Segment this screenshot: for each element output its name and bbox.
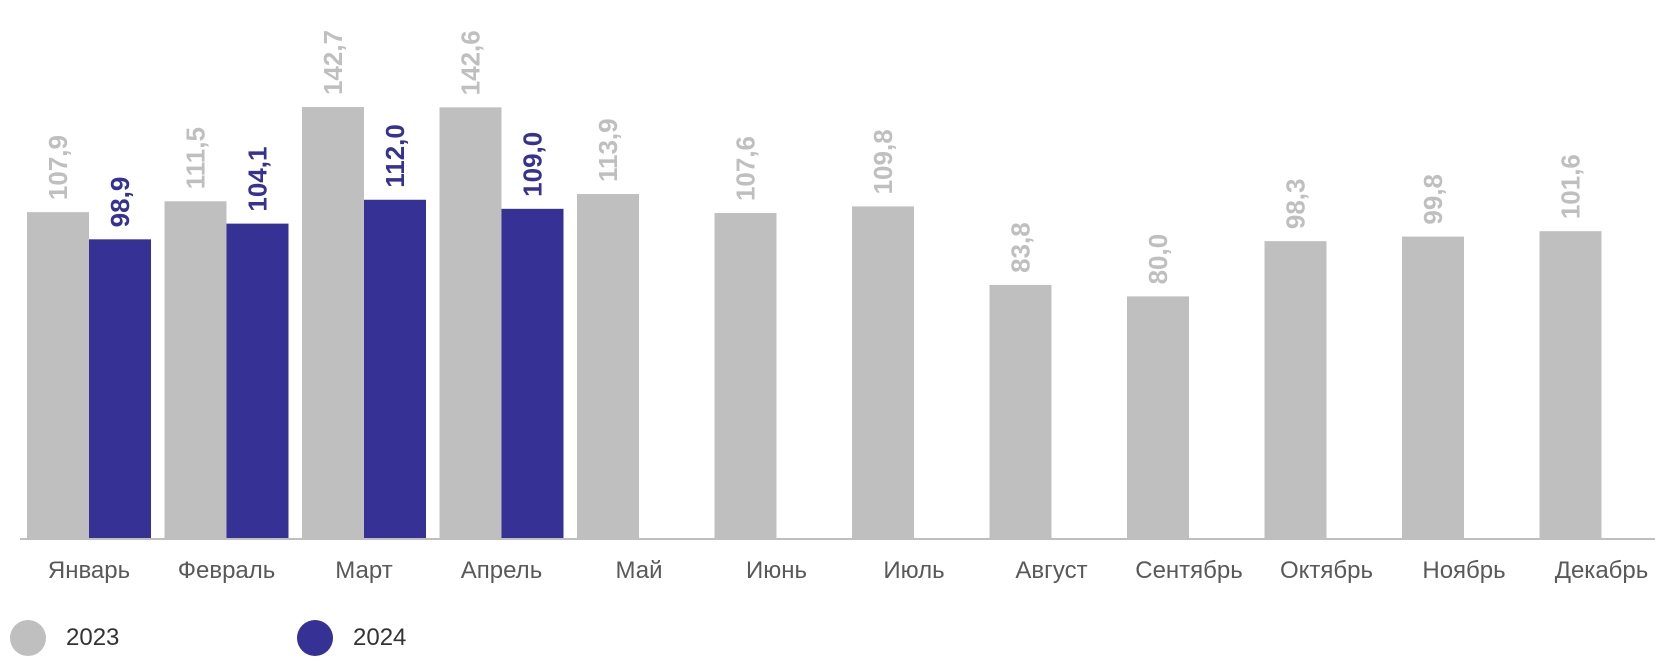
x-tick-label-4: Апрель (461, 557, 542, 584)
bar-2024-1 (89, 239, 151, 538)
data-label-2024-1: 98,9 (105, 177, 135, 228)
data-label-2023-8: 83,8 (1006, 222, 1036, 273)
x-tick-label-11: Ноябрь (1422, 557, 1505, 584)
x-tick-label-9: Сентябрь (1135, 557, 1243, 584)
bar-2023-5 (577, 194, 639, 538)
x-tick-label-1: Январь (48, 557, 130, 584)
bar-2023-11 (1402, 236, 1464, 538)
bar-2023-1 (27, 212, 89, 538)
bar-2024-2 (226, 223, 289, 539)
data-label-2024-2: 104,1 (243, 147, 273, 212)
x-tick-label-10: Октябрь (1280, 557, 1373, 584)
bar-2024-4 (501, 208, 564, 538)
x-tick-label-3: Март (335, 557, 392, 584)
legend-label-2023: 2023 (66, 624, 120, 651)
bar-2023-2 (164, 201, 227, 538)
bar-2023-4 (439, 107, 502, 539)
data-label-2024-4: 109,0 (518, 132, 548, 197)
x-tick-label-12: Декабрь (1555, 557, 1649, 584)
legend-item-2024: 2024 (297, 620, 406, 656)
data-label-2023-6: 107,6 (731, 136, 761, 201)
bar-2023-9 (1127, 296, 1189, 538)
bar-2023-10 (1264, 241, 1327, 538)
bar-2023-8 (989, 284, 1052, 538)
data-label-2023-12: 101,6 (1556, 154, 1586, 219)
data-label-2023-9: 80,0 (1143, 234, 1173, 285)
bar-2023-3 (302, 107, 364, 539)
x-tick-label-7: Июль (883, 557, 944, 584)
data-label-2023-11: 99,8 (1418, 174, 1448, 225)
legend-swatch-2023 (10, 620, 46, 656)
data-label-2023-7: 109,8 (868, 129, 898, 194)
x-tick-label-2: Февраль (178, 557, 276, 584)
bar-2024-3 (364, 199, 426, 538)
data-label-2023-5: 113,9 (593, 118, 623, 182)
data-label-2023-3: 142,7 (318, 30, 348, 95)
x-tick-label-8: Август (1015, 557, 1087, 584)
bar-chart: 107,9 98,9 Январь 111,5 104,1 Февраль 142,7 112… (20, 30, 1655, 584)
legend-swatch-2024 (297, 620, 333, 656)
bar-2023-6 (714, 213, 777, 538)
data-label-2023-10: 98,3 (1281, 179, 1311, 230)
x-tick-label-5: Май (615, 557, 662, 584)
data-label-2023-2: 111,5 (181, 127, 211, 189)
bar-2023-12 (1539, 231, 1602, 538)
legend-item-2023: 2023 (10, 620, 119, 656)
x-tick-label-6: Июнь (746, 557, 807, 584)
data-label-2023-1: 107,9 (43, 135, 73, 200)
bar-2023-7 (852, 206, 914, 539)
data-label-2023-4: 142,6 (456, 30, 486, 95)
data-label-2024-3: 112,0 (380, 124, 410, 188)
legend-label-2024: 2024 (353, 624, 407, 651)
